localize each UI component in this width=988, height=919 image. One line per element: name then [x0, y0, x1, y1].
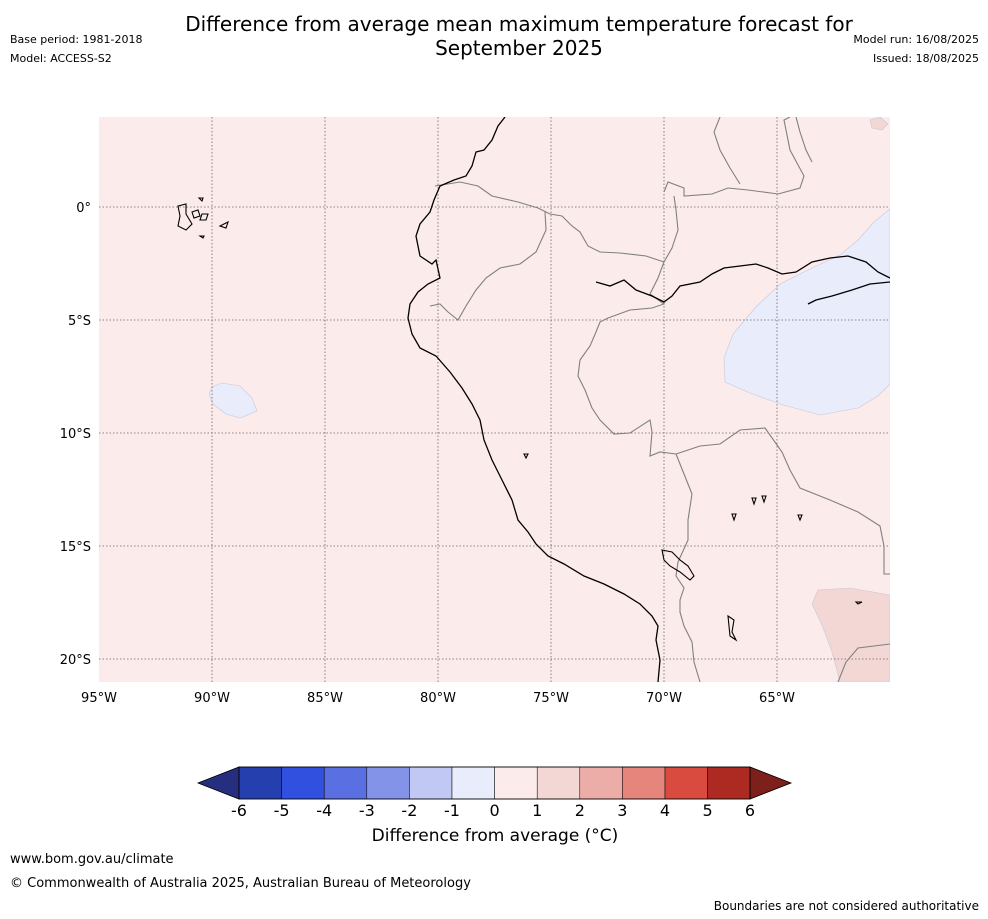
lat-tick-label: 0° [76, 201, 91, 216]
colorbar-tick-label: -3 [359, 801, 375, 820]
lon-tick-label: 80°W [420, 691, 456, 706]
colorbar-tick-label: 6 [745, 801, 755, 820]
colorbar-swatch [409, 766, 453, 800]
colorbar-tick-label: 2 [575, 801, 585, 820]
colorbar-tick-label: 3 [617, 801, 627, 820]
coastline [407, 117, 890, 682]
colorbar-swatch [622, 766, 666, 800]
footer-disclaimer: Boundaries are not considered authoritat… [713, 899, 979, 913]
colorbar-tick-label: 5 [703, 801, 713, 820]
lon-tick-label: 65°W [759, 691, 795, 706]
lon-tick-label: 85°W [307, 691, 343, 706]
model-text: Model: ACCESS-S2 [10, 52, 112, 65]
colorbar-swatch [323, 766, 368, 800]
meta-left: Base period: 1981-2018 Model: ACCESS-S2 [10, 30, 142, 68]
islands-and-lakes [177, 197, 863, 642]
map-gridlines [99, 117, 890, 682]
colorbar-swatch [281, 766, 325, 800]
anomaly-region-galapagos-west [208, 382, 258, 419]
anomaly-region-western-amazon [723, 208, 890, 416]
colorbar-tick-label: -2 [401, 801, 417, 820]
anomaly-region-northeast [869, 117, 889, 131]
colorbar-tick-label: 0 [490, 801, 500, 820]
title-line-2: September 2025 [435, 36, 603, 60]
colorbar-swatch [707, 766, 751, 800]
colorbar-tick-label: -1 [444, 801, 460, 820]
meta-right: Model run: 16/08/2025 Issued: 18/08/2025 [853, 30, 979, 68]
footer-url: www.bom.gov.au/climate [10, 852, 174, 867]
lat-tick-label: 15°S [60, 540, 91, 555]
colorbar-label: Difference from average (°C) [371, 826, 619, 846]
issued-text: Issued: 18/08/2025 [872, 52, 979, 65]
colorbar-tick-label: -5 [274, 801, 290, 820]
colorbar-swatch [451, 766, 495, 800]
lat-tick-label: 10°S [60, 427, 91, 442]
colorbar-swatch [494, 766, 538, 800]
colorbar-outline [238, 766, 751, 800]
colorbar-swatch [366, 766, 410, 800]
footer-copyright: © Commonwealth of Australia 2025, Austra… [10, 876, 471, 891]
base-period-text: Base period: 1981-2018 [10, 33, 143, 46]
lat-tick-label: 20°S [60, 653, 91, 668]
chart-title: Difference from average mean maximum tem… [0, 12, 988, 60]
colorbar-swatch [579, 766, 623, 800]
colorbar-extend-high [749, 766, 793, 800]
colorbar-tick-label: 1 [532, 801, 542, 820]
lon-tick-label: 90°W [194, 691, 230, 706]
colorbar-tick-label: -6 [231, 801, 247, 820]
colorbar-swatch [536, 766, 581, 800]
colorbar-tick-label: -4 [316, 801, 332, 820]
title-line-1: Difference from average mean maximum tem… [185, 12, 853, 36]
lon-tick-label: 95°W [81, 691, 117, 706]
country-borders [429, 117, 890, 682]
lon-tick-label: 70°W [646, 691, 682, 706]
colorbar-extend-low [196, 766, 240, 800]
lon-tick-label: 75°W [533, 691, 569, 706]
lat-tick-label: 5°S [68, 314, 91, 329]
anomaly-region-bolivia-east [811, 587, 890, 682]
colorbar-swatch [238, 766, 282, 800]
model-run-text: Model run: 16/08/2025 [853, 33, 979, 46]
colorbar [196, 766, 793, 800]
colorbar-tick-label: 4 [660, 801, 670, 820]
colorbar-swatch [664, 766, 708, 800]
